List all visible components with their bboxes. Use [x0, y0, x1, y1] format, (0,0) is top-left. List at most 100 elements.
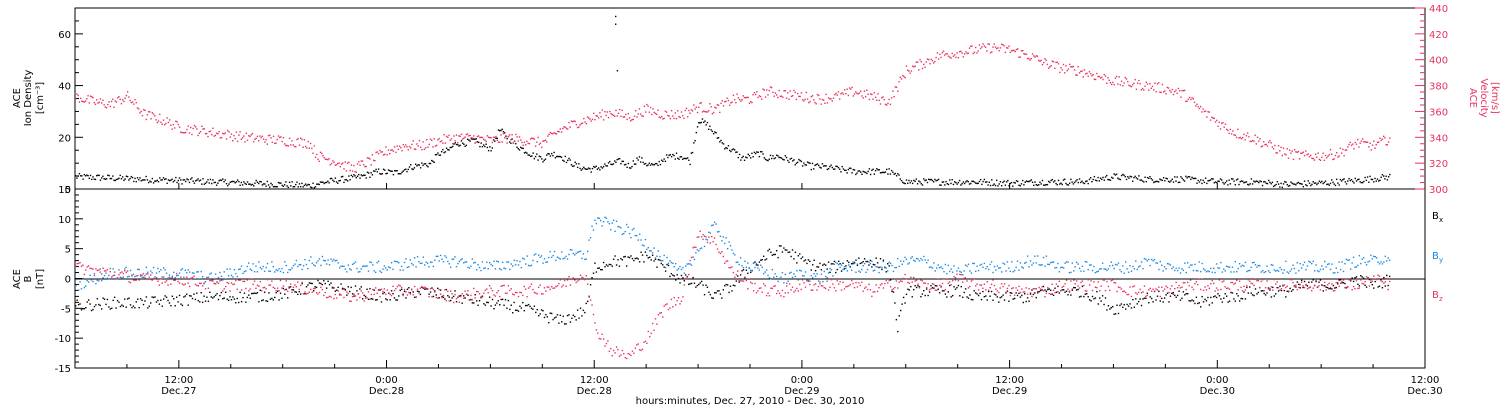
ion-density-point	[105, 179, 106, 180]
ion-density-point	[933, 181, 934, 182]
bz-point	[310, 289, 311, 290]
by-point	[391, 262, 392, 263]
ion-density-point	[859, 170, 860, 171]
bx-point	[982, 291, 983, 292]
velocity-point	[546, 141, 547, 142]
ion-density-point	[259, 181, 260, 182]
velocity-point	[515, 134, 516, 135]
velocity-point	[744, 97, 745, 98]
bz-point	[199, 283, 200, 284]
by-point	[1005, 270, 1006, 271]
bz-point	[124, 270, 125, 271]
bx-point	[1125, 308, 1126, 309]
bx-point	[601, 269, 602, 270]
velocity-point	[1376, 144, 1377, 145]
velocity-point	[778, 90, 779, 91]
bx-point	[118, 302, 119, 303]
by-point	[593, 229, 594, 230]
ion-density-point	[791, 158, 792, 159]
velocity-point	[467, 133, 468, 134]
ion-density-point	[572, 166, 573, 167]
bz-point	[151, 279, 152, 280]
bz-point	[111, 276, 112, 277]
bz-point	[84, 274, 85, 275]
ion-density-point	[558, 156, 559, 157]
velocity-point	[1194, 102, 1195, 103]
by-point	[583, 253, 584, 254]
by-point	[535, 253, 536, 254]
by-point	[87, 280, 88, 281]
velocity-point	[479, 137, 480, 138]
bz-point	[1272, 290, 1273, 291]
velocity-point	[1382, 138, 1383, 139]
ion-density-point	[1023, 184, 1024, 185]
bx-point	[515, 310, 516, 311]
velocity-point	[843, 93, 844, 94]
by-point	[464, 261, 465, 262]
bx-point	[343, 288, 344, 289]
by-point	[173, 272, 174, 273]
velocity-point	[258, 140, 259, 141]
velocity-point	[783, 90, 784, 91]
bz-point	[737, 270, 738, 271]
ion-density-point	[154, 180, 155, 181]
ion-density-point	[1340, 179, 1341, 180]
ion-density-point	[331, 178, 332, 179]
velocity-point	[1212, 117, 1213, 118]
by-point	[1066, 261, 1067, 262]
bz-point	[753, 290, 754, 291]
by-point	[387, 269, 388, 270]
velocity-point	[1090, 73, 1091, 74]
ion-density-point	[803, 162, 804, 163]
by-point	[1175, 268, 1176, 269]
bz-point	[599, 338, 600, 339]
bz-point	[92, 268, 93, 269]
velocity-point	[540, 142, 541, 143]
bx-point	[297, 294, 298, 295]
bz-point	[209, 280, 210, 281]
velocity-point	[656, 114, 657, 115]
bx-point	[215, 295, 216, 296]
velocity-point	[382, 151, 383, 152]
ion-density-point	[267, 181, 268, 182]
bz-point	[503, 285, 504, 286]
bx-point	[633, 260, 634, 261]
by-point	[586, 258, 587, 259]
velocity-point	[148, 111, 149, 112]
ion-density-point	[1264, 181, 1265, 182]
bx-point	[646, 255, 647, 256]
bx-point	[1338, 279, 1339, 280]
by-point	[1034, 256, 1035, 257]
bx-point	[909, 289, 910, 290]
velocity-point	[370, 164, 371, 165]
velocity-point	[1149, 83, 1150, 84]
ion-density-point	[1263, 181, 1264, 182]
velocity-point	[82, 101, 83, 102]
ion-density-point	[171, 179, 172, 180]
bz-point	[1281, 288, 1282, 289]
velocity-point	[1005, 52, 1006, 53]
by-point	[1017, 260, 1018, 261]
velocity-point	[795, 92, 796, 93]
bz-point	[995, 288, 996, 289]
bx-point	[968, 297, 969, 298]
by-point	[1108, 268, 1109, 269]
by-point	[500, 269, 501, 270]
ion-density-outlier-point	[615, 16, 616, 17]
ion-density-point	[782, 159, 783, 160]
ion-density-point	[778, 157, 779, 158]
velocity-point	[579, 124, 580, 125]
velocity-point	[699, 103, 700, 104]
velocity-point	[270, 137, 271, 138]
bz-point	[669, 307, 670, 308]
velocity-point	[394, 146, 395, 147]
bz-point	[958, 280, 959, 281]
bz-point	[1245, 289, 1246, 290]
bx-point	[459, 295, 460, 296]
ion-density-point	[1301, 184, 1302, 185]
ion-density-point	[511, 138, 512, 139]
by-point	[1266, 266, 1267, 267]
by-point	[277, 270, 278, 271]
bz-point	[544, 287, 545, 288]
bz-point	[293, 287, 294, 288]
